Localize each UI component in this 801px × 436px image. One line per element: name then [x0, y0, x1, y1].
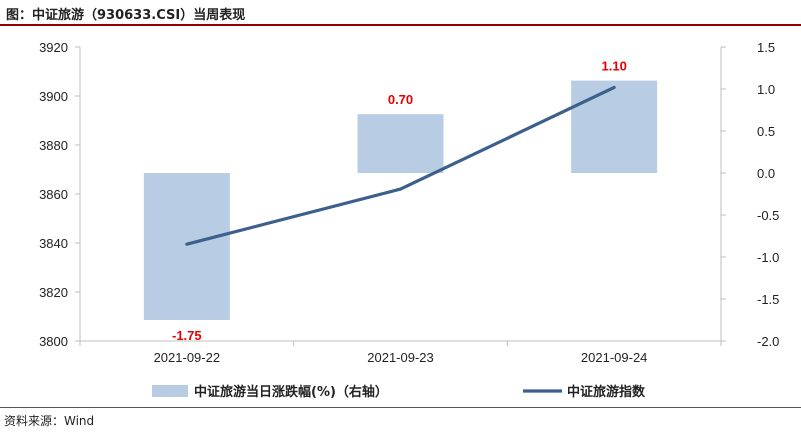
bars-layer — [143, 80, 658, 320]
y-right-tick-label: -2.0 — [757, 334, 779, 349]
source-note: 资料来源：Wind — [4, 414, 95, 428]
data-labels-layer: -1.75 0.70 1.10 — [172, 59, 627, 343]
y-left-tick-label: 3920 — [39, 40, 68, 55]
y-right-tick-label: 1.0 — [757, 82, 775, 97]
axes-layer: 3800 3820 3840 3860 3880 3900 3920 -2.0 -1.5 -1.0… — [39, 40, 779, 365]
data-label-2021-09-24: 1.10 — [602, 59, 627, 74]
series-line-index — [185, 85, 616, 246]
legend: 中证旅游当日涨跌幅(%)（右轴） 中证旅游指数 — [152, 384, 646, 400]
bar-2021-09-22 — [143, 173, 230, 320]
y-right-tick-label: -0.5 — [757, 208, 779, 223]
legend-label-bar: 中证旅游当日涨跌幅(%)（右轴） — [194, 384, 388, 400]
title-rule — [0, 24, 801, 26]
y-left-tick-label: 3900 — [39, 89, 68, 104]
y-right-tick-label: -1.5 — [757, 292, 779, 307]
y-left-tick-label: 3840 — [39, 236, 68, 251]
line-layer — [185, 85, 616, 246]
legend-swatch-bar — [152, 385, 188, 397]
y-left-tick-label: 3820 — [39, 285, 68, 300]
x-tick-label: 2021-09-22 — [154, 350, 221, 365]
data-label-2021-09-23: 0.70 — [388, 92, 413, 107]
footer-rule — [0, 407, 801, 408]
chart-title: 图：中证旅游（930633.CSI）当周表现 — [6, 8, 246, 23]
x-tick-label: 2021-09-24 — [581, 350, 648, 365]
data-label-2021-09-22: -1.75 — [172, 328, 202, 343]
x-tick-label: 2021-09-23 — [367, 350, 434, 365]
y-right-tick-label: 1.5 — [757, 40, 775, 55]
y-left-tick-label: 3800 — [39, 334, 68, 349]
bar-2021-09-24 — [571, 80, 658, 173]
chart: 3800 3820 3840 3860 3880 3900 3920 -2.0 -1.5 -1.0… — [39, 40, 779, 400]
legend-label-line: 中证旅游指数 — [567, 384, 646, 400]
bar-2021-09-23 — [357, 114, 444, 173]
y-left-tick-label: 3860 — [39, 187, 68, 202]
y-right-tick-label: 0.0 — [757, 166, 775, 181]
y-left-tick-label: 3880 — [39, 138, 68, 153]
y-right-tick-label: 0.5 — [757, 124, 775, 139]
y-right-tick-label: -1.0 — [757, 250, 779, 265]
